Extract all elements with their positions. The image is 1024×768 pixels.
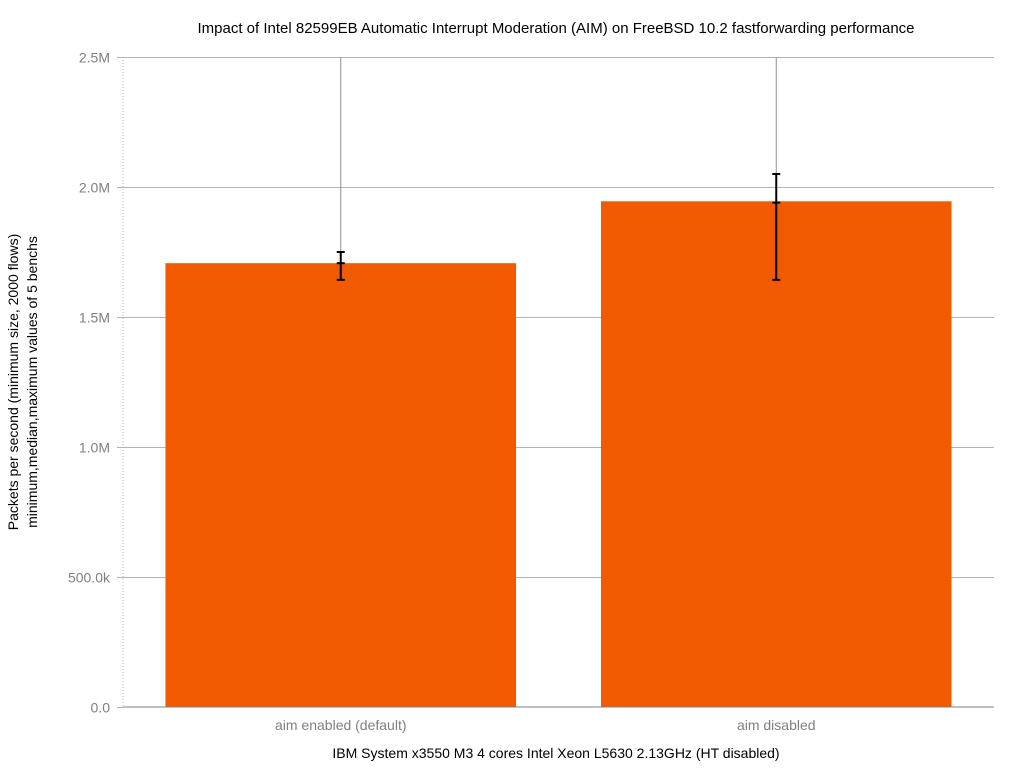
y-tick-label: 500.0k [68, 570, 111, 586]
bar [165, 263, 517, 707]
y-axis-label-line-2: minimum,median,maximum values of 5 bench… [24, 236, 40, 528]
y-tick-label: 1.5M [79, 310, 110, 326]
x-tick-label: aim disabled [737, 717, 816, 733]
error-bars [336, 173, 781, 281]
bar [600, 201, 952, 708]
y-tick-label: 0.0 [91, 700, 111, 716]
y-tick-label: 1.0M [79, 440, 110, 456]
y-tick-labels: 0.0 500.0k 1.0M 1.5M 2.0M 2.5M [68, 50, 111, 716]
y-axis-label: Packets per second (minimum size, 2000 f… [5, 234, 40, 530]
y-axis-label-line-1: Packets per second (minimum size, 2000 f… [5, 234, 21, 530]
x-tick-label: aim enabled (default) [275, 717, 407, 733]
chart-title: Impact of Intel 82599EB Automatic Interr… [197, 20, 914, 37]
y-tick-label: 2.0M [79, 180, 110, 196]
x-axis-label: IBM System x3550 M3 4 cores Intel Xeon L… [332, 745, 779, 761]
bars [165, 201, 952, 708]
y-tick-label: 2.5M [79, 50, 110, 66]
x-tick-labels: aim enabled (default) aim disabled [275, 717, 816, 733]
